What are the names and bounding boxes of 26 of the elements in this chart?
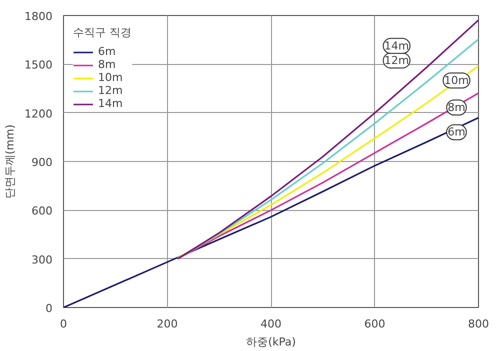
y-axis-title: 단면두께(mm) [4, 124, 17, 199]
x-tick-label: 200 [156, 318, 178, 330]
y-tick-label: 1800 [24, 10, 53, 23]
text: 10m [444, 74, 469, 87]
line-series [64, 116, 478, 308]
y-tick-label: 600 [32, 204, 53, 218]
y-tick-label: 0 [46, 302, 52, 315]
x-tick-label: 600 [364, 318, 386, 330]
legend-label: 14m [98, 97, 123, 110]
text: 12m [384, 54, 409, 68]
x-tick-label: 800 [468, 318, 489, 330]
y-tick-label: 300 [32, 253, 53, 266]
x-tick-label: 0 [60, 318, 67, 330]
legend-label: 10m [98, 71, 123, 84]
legend-label: 12m [98, 84, 123, 97]
x-axis-title: 하중(kPa) [246, 336, 296, 348]
legend-label: 6m [98, 45, 117, 58]
y-tick-label: 1200 [24, 107, 53, 120]
legend-label: 8m [98, 58, 117, 71]
x-tick-label: 400 [260, 318, 282, 330]
text: 14m [384, 39, 409, 52]
legend-title: 수직구 직경 [73, 25, 132, 40]
text: 6m [448, 126, 466, 139]
y-tick-label: 1500 [24, 58, 53, 72]
y-tick-label: 900 [32, 156, 53, 169]
text: 8m [448, 101, 466, 114]
